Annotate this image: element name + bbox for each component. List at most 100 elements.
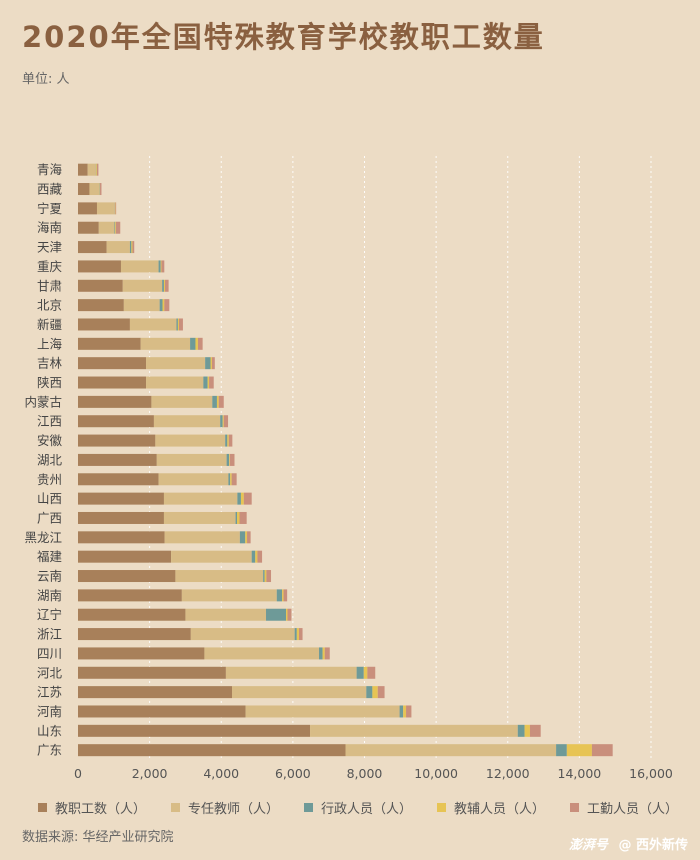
bar-segment [591,744,613,757]
bar-segment [282,589,284,602]
bar-segment [78,531,165,544]
y-tick-label: 海南 [37,220,62,235]
bar-segment [158,473,229,486]
bar-segment [243,492,252,505]
bar-segment [115,221,121,234]
y-tick-label: 上海 [37,336,63,351]
bar-segment [263,570,265,583]
y-tick-label: 四川 [37,646,62,661]
bar-segment [251,550,256,563]
bar-segment [266,570,272,583]
legend-item: 专任教师（人） [170,798,279,817]
bar-segment [140,337,191,350]
bar-segment [78,608,186,621]
y-tick-label: 广西 [37,510,62,525]
bar-segment [524,724,530,737]
y-tick-label: 山西 [37,491,62,506]
bar-segment [222,415,224,428]
bar-segment [566,744,592,757]
bar-segment [294,628,297,641]
bar-segment [226,453,230,466]
bar-segment [78,647,205,660]
bar-segment [115,221,116,234]
y-tick-label: 浙江 [37,627,62,642]
y-tick-label: 贵州 [37,472,62,487]
bar-segment [78,589,182,602]
bar-segment [78,376,147,389]
y-tick-label: 辽宁 [37,607,62,622]
bar-segment [363,666,368,679]
bar-segment [158,260,161,273]
x-axis-labels: 0 2,000 4,000 6,000 8,000 10,000 12,000 14,000 1… [74,766,673,781]
bar-segment [210,357,212,370]
legend-item: 教职工数（人） [38,798,146,817]
bar-segment [146,357,206,370]
bar-segment [161,260,165,273]
bar-segment [178,318,183,331]
stacked-bar-chart: 青海西藏宁夏海南天津重庆甘肃北京新疆上海吉林陕西内蒙古江西安徽湖北贵州山西广西黑… [24,156,673,781]
y-tick-label: 陕西 [37,375,62,390]
bar-segment [132,241,135,254]
y-tick-label: 新疆 [37,317,62,332]
bar-segment [131,241,133,254]
bar-segment [197,337,203,350]
bar-segment [176,318,178,331]
bar-segment [78,473,159,486]
bar-segment [171,550,252,563]
bar-segment [377,686,385,699]
legend-swatch [303,803,313,812]
bar-segment [229,453,230,466]
bar-segment [190,337,196,350]
bar-segment [367,666,376,679]
bar-segment [211,357,215,370]
legend-item: 教辅人员（人） [436,798,545,817]
bar-segment [96,163,97,176]
y-tick-label: 青海 [37,162,63,177]
bar-segment [155,434,226,447]
bar-segment [106,241,130,254]
x-tick-label: 0 [74,766,82,781]
bar-segment [89,183,100,196]
bar-segment [78,744,346,757]
legend-swatch [436,803,446,812]
y-tick-label: 重庆 [37,259,63,274]
bar-segment [286,608,288,621]
bar-segment [372,686,378,699]
y-tick-label: 河北 [37,665,63,680]
bar-segment [100,183,102,196]
bar-segment [78,337,141,350]
bar-segment [205,357,211,370]
bar-segment [153,415,221,428]
bar-segment [517,724,525,737]
y-tick-label: 江苏 [37,685,62,700]
bar-segment [239,511,247,524]
bar-segment [78,686,232,699]
bar-segment [322,647,325,660]
legend-label: 教辅人员（人） [453,802,545,817]
x-tick-label: 6,000 [275,766,311,781]
bar-segment [556,744,567,757]
y-axis-labels: 青海西藏宁夏海南天津重庆甘肃北京新疆上海吉林陕西内蒙古江西安徽湖北贵州山西广西黑… [24,162,63,757]
bar-segment [78,221,99,234]
bar-segment [175,570,264,583]
bar-segment [163,279,166,292]
bar-segment [264,570,267,583]
bar-segment [185,608,267,621]
bar-segment [235,511,238,524]
bar-segment [78,279,123,292]
bar-segment [228,473,231,486]
bar-segment [115,202,117,215]
bar-segment [87,163,96,176]
x-tick-label: 16,000 [629,766,673,781]
bar-segment [146,376,204,389]
x-tick-label: 4,000 [203,766,239,781]
bar-segment [223,415,229,428]
bar-segment [231,686,367,699]
bar-segment [78,202,97,215]
bars [78,163,613,757]
bar-segment [78,163,88,176]
bar-segment [283,589,288,602]
y-tick-label: 河南 [37,704,62,719]
bar-segment [190,628,295,641]
bar-segment [78,570,176,583]
